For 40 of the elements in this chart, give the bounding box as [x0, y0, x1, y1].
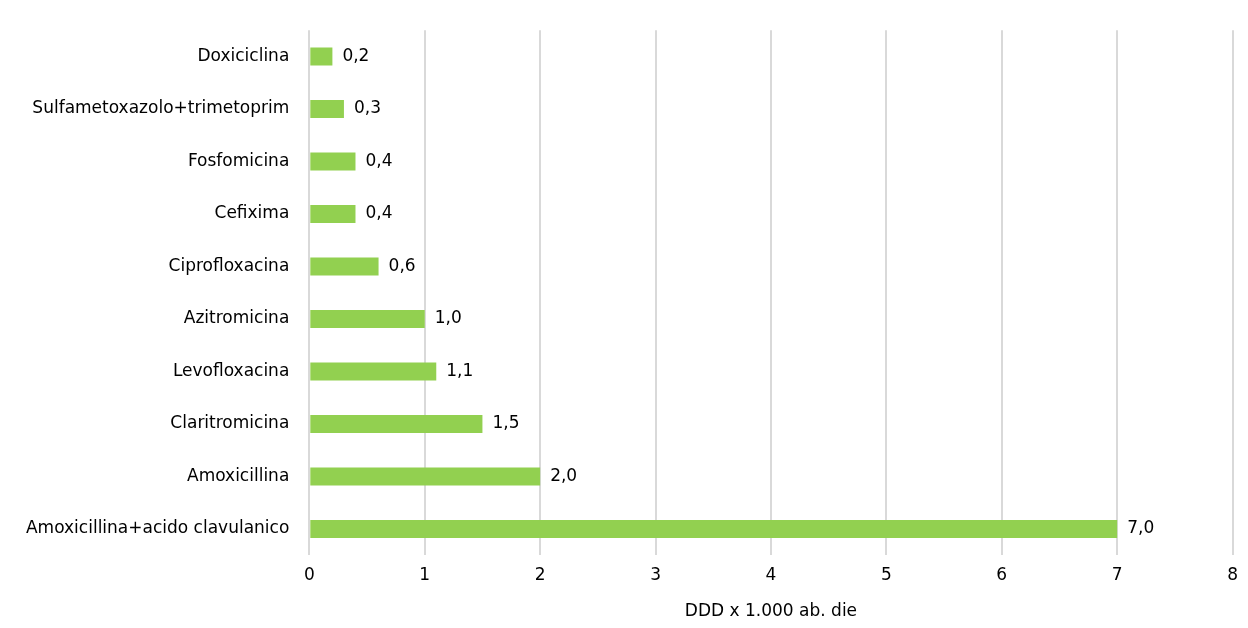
bar	[310, 257, 379, 276]
x-tick-label: 1	[419, 563, 431, 584]
y-tick-label: Ciprofloxacina	[168, 254, 290, 275]
y-tick-label: Azitromicina	[183, 307, 290, 328]
data-label: 0,6	[388, 254, 416, 275]
y-tick-label: Claritromicina	[170, 412, 290, 433]
x-tick-label: 4	[765, 563, 777, 584]
data-label: 0,2	[342, 44, 370, 65]
data-label: 2,0	[550, 464, 578, 485]
bar	[310, 152, 356, 171]
y-tick-label: Fosfomicina	[187, 149, 290, 170]
y-tick-label: Amoxicillina+acido clavulanico	[25, 517, 290, 538]
x-axis-title: DDD x 1.000 ab. die	[684, 600, 858, 621]
data-label: 7,0	[1127, 517, 1155, 538]
data-label: 0,3	[353, 97, 381, 118]
bar	[310, 362, 437, 381]
y-tick-label: Amoxicillina	[187, 464, 290, 485]
data-label: 1,5	[492, 412, 520, 433]
bar	[310, 100, 344, 118]
y-tick-label: Levofloxacina	[172, 359, 290, 380]
bar	[310, 520, 1118, 538]
x-tick-label: 7	[1111, 563, 1123, 584]
y-tick-label: Cefixima	[214, 202, 290, 223]
bar	[310, 205, 356, 223]
y-tick-label: Doxiciclina	[197, 44, 290, 65]
x-tick-label: 6	[996, 563, 1008, 584]
data-label: 0,4	[365, 149, 393, 170]
data-label: 0,4	[365, 202, 393, 223]
bar	[310, 310, 425, 328]
x-tick-label: 0	[303, 563, 315, 584]
data-label: 1,1	[446, 359, 474, 380]
bar	[310, 415, 483, 433]
x-tick-label: 5	[880, 563, 892, 584]
y-tick-label: Sulfametoxazolo+trimetoprim	[32, 97, 290, 118]
x-tick-label: 3	[650, 563, 661, 584]
x-tick-label: 2	[534, 563, 546, 584]
x-tick-label: 8	[1227, 563, 1239, 584]
data-label: 1,0	[434, 307, 462, 328]
bar	[310, 47, 333, 66]
bar	[310, 467, 541, 486]
